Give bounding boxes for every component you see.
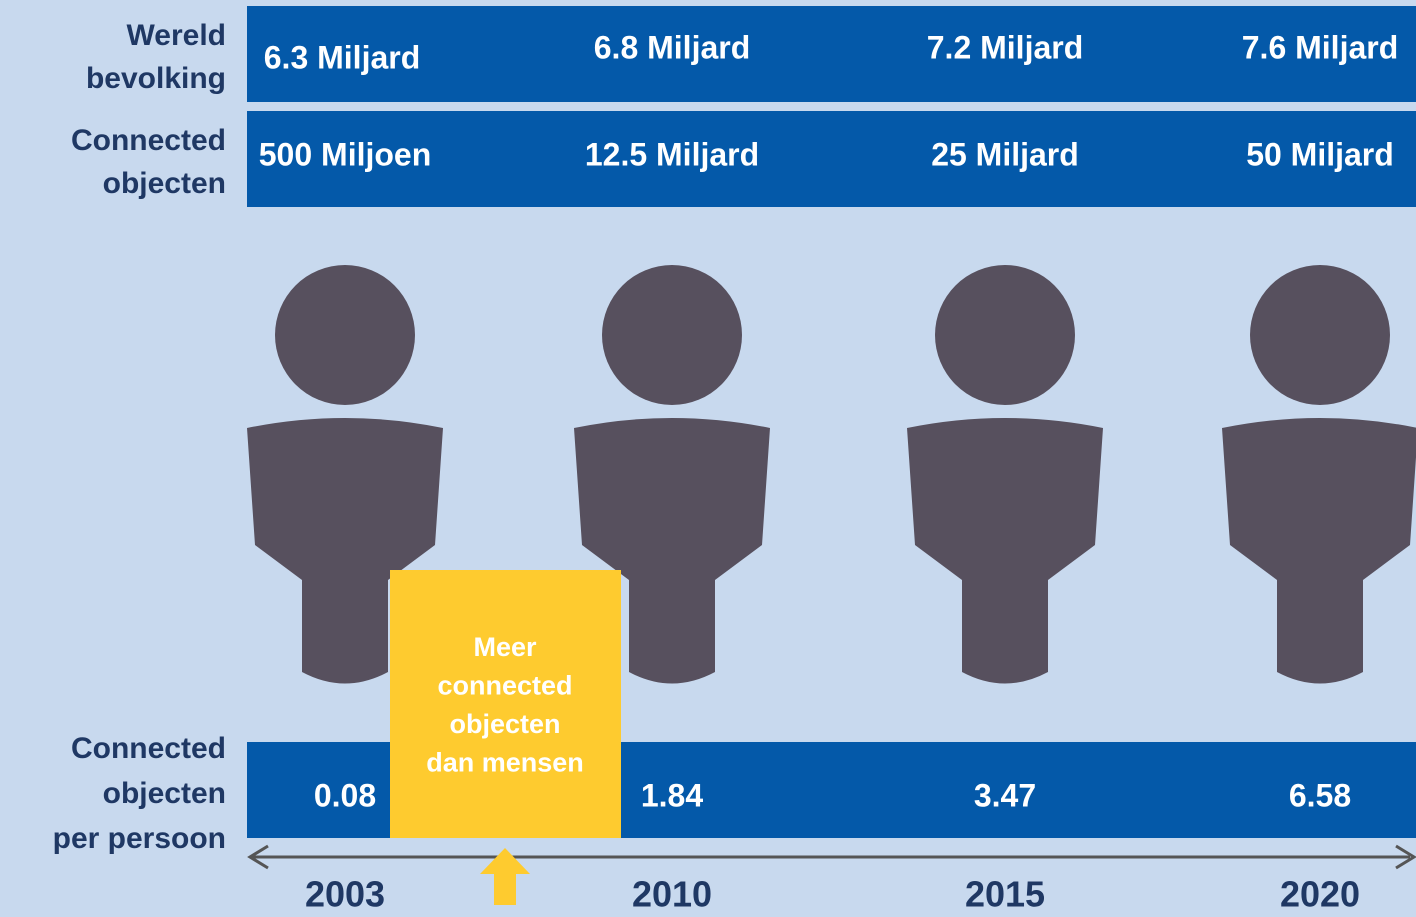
row-label: objecten [103,777,226,810]
row-label: Connected [71,124,226,157]
row-value: 3.47 [974,777,1036,813]
callout-text: Meer [473,632,537,662]
callout-box [390,570,621,838]
row-value: 6.3 Miljard [264,39,421,75]
year-label: 2003 [305,874,385,915]
row-label: objecten [103,167,226,200]
row-value: 6.58 [1289,777,1351,813]
person-body [247,418,443,684]
callout-arrow [480,848,530,905]
row-value: 0.08 [314,777,376,813]
row-value: 7.6 Miljard [1242,29,1399,65]
row-bar [247,6,1416,102]
callout-text: dan mensen [426,748,584,778]
row-label: bevolking [86,62,226,95]
row-value: 1.84 [641,777,703,813]
row-value: 500 Miljoen [259,136,432,172]
row-value: 50 Miljard [1246,136,1394,172]
timeline-arrow [247,844,269,870]
person-body [574,418,770,684]
year-label: 2020 [1280,874,1360,915]
row-value: 25 Miljard [931,136,1079,172]
year-label: 2015 [965,874,1045,915]
row-value: 6.8 Miljard [594,29,751,65]
row-bar [247,111,1416,207]
row-label: per persoon [53,822,226,855]
row-value: 12.5 Miljard [585,136,759,172]
person-head [275,265,415,405]
person-head [1250,265,1390,405]
person-body [1222,418,1416,684]
person-head [935,265,1075,405]
person-body [907,418,1103,684]
row-value: 7.2 Miljard [927,29,1084,65]
row-label: Wereld [127,19,226,52]
year-label: 2010 [632,874,712,915]
person-head [602,265,742,405]
callout-text: objecten [449,709,560,739]
timeline-arrow [1395,844,1416,870]
callout-text: connected [437,671,572,701]
row-label: Connected [71,732,226,765]
